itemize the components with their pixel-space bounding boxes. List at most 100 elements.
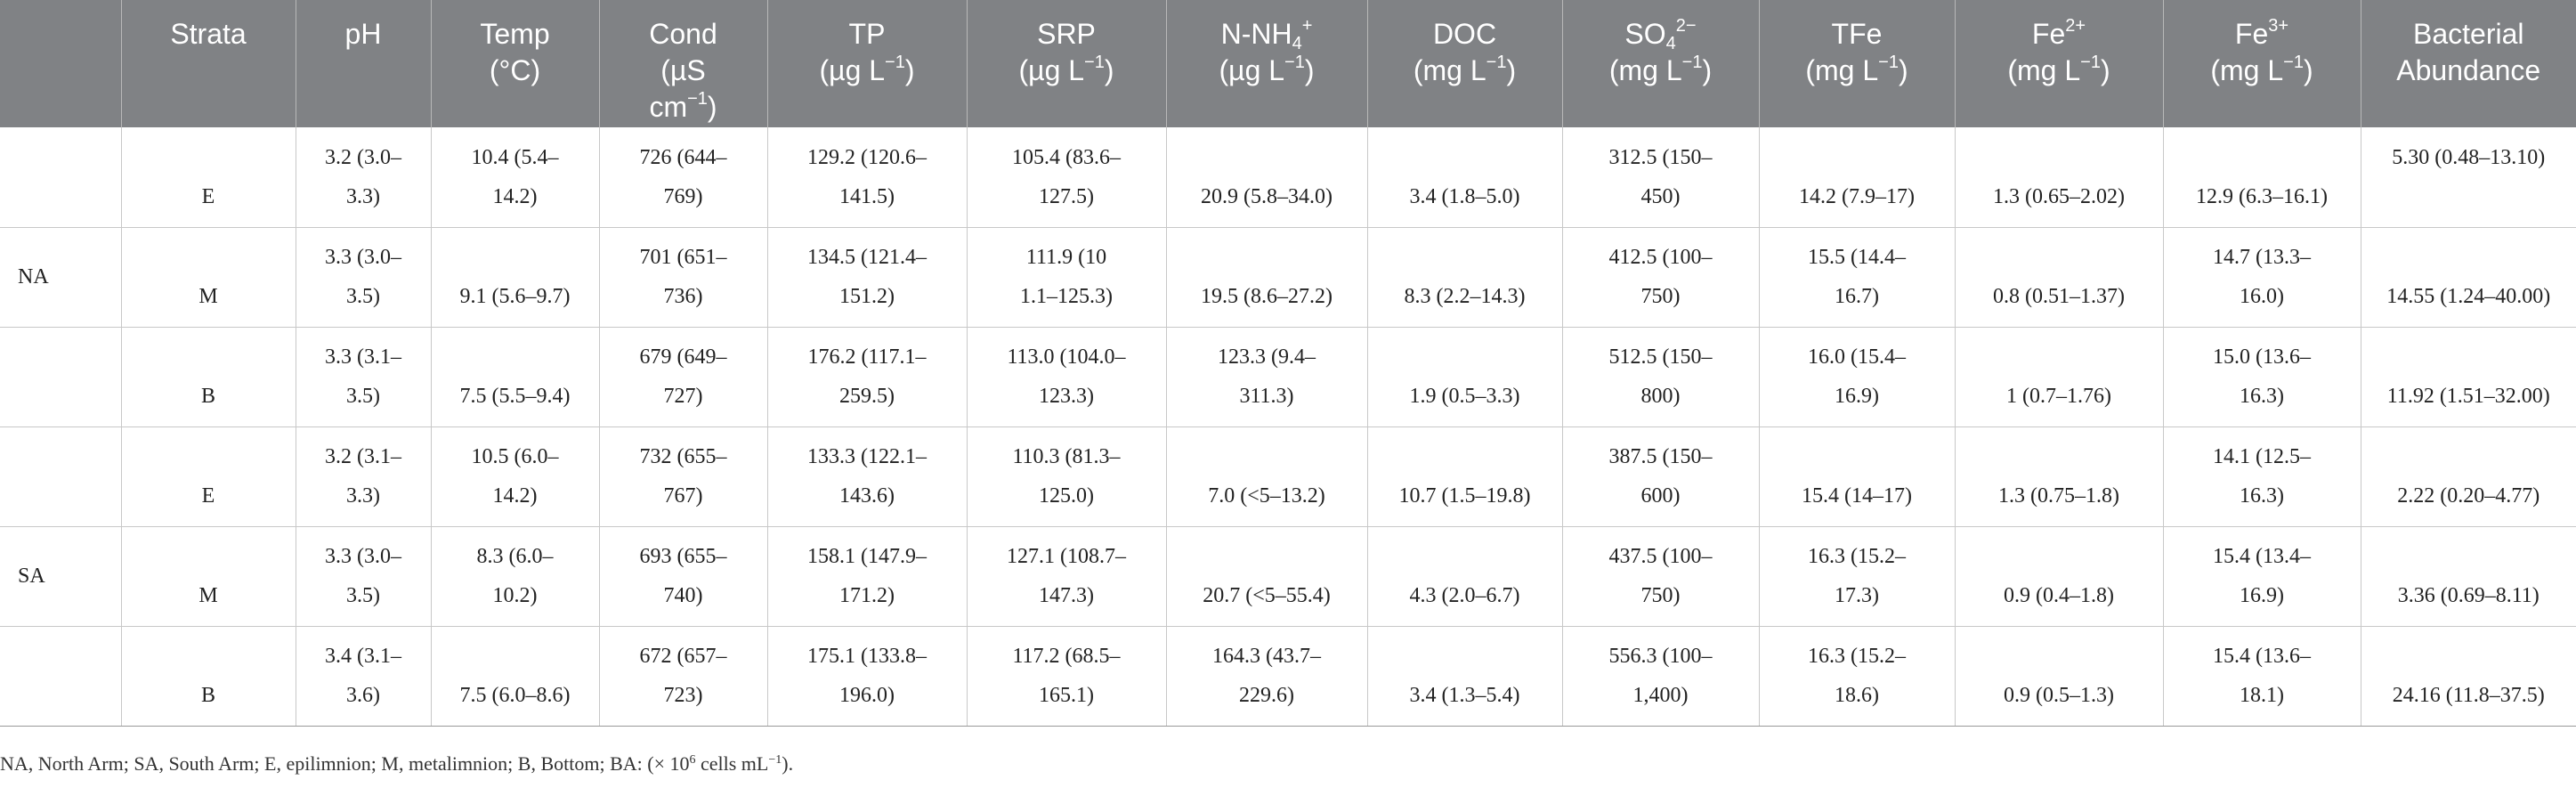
cell-line: 158.1 (147.9–	[807, 545, 927, 568]
cell-line	[1377, 637, 1553, 676]
cell-line: 0.8 (0.51–1.37)	[1993, 285, 2125, 308]
cell-line: 556.3 (100–	[1608, 645, 1713, 668]
cell-line: 0.9 (0.4–1.8)	[2004, 584, 2114, 607]
header-bacterial-abundance: Bacterial Abundance	[2361, 0, 2576, 127]
cell-line: 15.4 (14–17)	[1802, 484, 1912, 508]
cell-line	[1377, 138, 1553, 177]
cell-doc: 3.4 (1.8–5.0)	[1367, 127, 1563, 228]
cell-line: 2.22 (0.20–4.77)	[2397, 484, 2540, 508]
cell-cond: 672 (657– 723)	[599, 626, 768, 727]
cell-nh4: 19.5 (8.6–27.2)	[1166, 227, 1368, 328]
header-doc: DOC (mg L−1)	[1367, 0, 1563, 127]
cell-line: 176.2 (117.1–	[807, 345, 927, 369]
cell-line: 736)	[663, 285, 703, 308]
cell-line	[441, 238, 590, 277]
cell-nh4: 164.3 (43.7– 229.6)	[1166, 626, 1368, 727]
cell-srp: 127.1 (108.7– 147.3)	[967, 526, 1167, 627]
cell-fe2: 1.3 (0.75–1.8)	[1955, 426, 2164, 527]
cell-fe3: 14.1 (12.5– 16.3)	[2163, 426, 2361, 527]
cell-line: 750)	[1640, 584, 1681, 607]
cell-line: 123.3)	[1039, 385, 1094, 408]
cell-so4: 387.5 (150– 600)	[1562, 426, 1760, 527]
cell-cond: 701 (651– 736)	[599, 227, 768, 328]
cell-line: 7.0 (<5–13.2)	[1208, 484, 1325, 508]
cell-temp: 7.5 (5.5–9.4)	[431, 327, 600, 427]
cell-line: 3.6)	[346, 684, 380, 707]
cell-line: 20.7 (<5–55.4)	[1203, 584, 1331, 607]
cell-fe3: 15.0 (13.6– 16.3)	[2163, 327, 2361, 427]
cell-line: 512.5 (150–	[1608, 345, 1713, 369]
cell-line: 10.2)	[492, 584, 538, 607]
cell-ph: 3.3 (3.1– 3.5)	[296, 327, 432, 427]
cell-line	[1964, 138, 2154, 177]
table-body: E 3.2 (3.0– 3.3) 10.4 (5.4– 14.2) 726 (644– 76…	[0, 127, 2576, 727]
cell-line	[1377, 537, 1553, 576]
cell-line: 740)	[663, 584, 703, 607]
cell-line: 3.3)	[346, 184, 380, 208]
cell-ph: 3.2 (3.1– 3.3)	[296, 426, 432, 527]
cell-doc: 8.3 (2.2–14.3)	[1367, 227, 1563, 328]
cell-strata: B	[121, 626, 296, 727]
cell-line	[1964, 437, 2154, 476]
cell-line: 3.36 (0.69–8.11)	[2397, 584, 2540, 607]
cell-line	[1377, 437, 1553, 476]
cell-line: 3.3 (3.0–	[325, 246, 401, 269]
cell-nh4: 123.3 (9.4– 311.3)	[1166, 327, 1368, 427]
cell-srp: 105.4 (83.6– 127.5)	[967, 127, 1167, 228]
cell-line: 679 (649–	[639, 345, 727, 369]
cell-tp: 158.1 (147.9– 171.2)	[767, 526, 968, 627]
cell-nh4: 20.9 (5.8–34.0)	[1166, 127, 1368, 228]
cell-line: 701 (651–	[639, 246, 727, 269]
cell-line: 7.5 (5.5–9.4)	[459, 385, 571, 408]
header-tfe: TFe (mg L−1)	[1759, 0, 1956, 127]
cell-line: 9.1 (5.6–9.7)	[459, 285, 571, 308]
cell-line: 3.2 (3.0–	[325, 145, 401, 169]
cell-line: 16.3 (15.2–	[1808, 645, 1906, 668]
cell-bact: 11.92 (1.51–32.00)	[2361, 327, 2576, 427]
cell-strata: E	[121, 426, 296, 527]
cell-line: 10.4 (5.4–	[471, 145, 559, 169]
cell-line: 437.5 (100–	[1608, 545, 1713, 568]
cell-line: 750)	[1640, 285, 1681, 308]
cell-line: 16.3 (15.2–	[1808, 545, 1906, 568]
cell-line: 3.4 (1.8–5.0)	[1409, 184, 1520, 208]
cell-line: 3.3 (3.1–	[325, 345, 401, 369]
cell-site: NA	[0, 227, 122, 328]
cell-line: 412.5 (100–	[1608, 246, 1713, 269]
cell-so4: 437.5 (100– 750)	[1562, 526, 1760, 627]
cell-line: 143.6)	[839, 484, 895, 508]
cell-line: 3.5)	[346, 385, 380, 408]
header-fe2: Fe2+ (mg L−1)	[1955, 0, 2164, 127]
cell-line: 0.9 (0.5–1.3)	[2004, 684, 2114, 707]
cell-fe3: 12.9 (6.3–16.1)	[2163, 127, 2361, 228]
cell-line: 133.3 (122.1–	[807, 445, 927, 468]
cell-line: 15.5 (14.4–	[1808, 246, 1906, 269]
cell-srp: 111.9 (10 1.1–125.3)	[967, 227, 1167, 328]
cell-line: 165.1)	[1039, 684, 1094, 707]
table-row: SA M 3.3 (3.0– 3.5) 8.3 (6.0– 10.2) 693 (655– 7…	[0, 526, 2576, 627]
cell-line: 14.55 (1.24–40.00)	[2386, 285, 2551, 308]
cell-site	[0, 327, 122, 427]
cell-tp: 129.2 (120.6– 141.5)	[767, 127, 968, 228]
table-footnote: NA, North Arm; SA, South Arm; E, epilimn…	[0, 752, 794, 775]
cell-line: 450)	[1640, 184, 1681, 208]
cell-site: SA	[0, 526, 122, 627]
cell-strata: M	[121, 227, 296, 328]
cell-srp: 110.3 (81.3– 125.0)	[967, 426, 1167, 527]
cell-line: 123.3 (9.4–	[1218, 345, 1316, 369]
cell-line	[2370, 337, 2568, 377]
cell-line: 16.7)	[1835, 285, 1879, 308]
cell-fe2: 1.3 (0.65–2.02)	[1955, 127, 2164, 228]
cell-fe3: 15.4 (13.4– 16.9)	[2163, 526, 2361, 627]
cell-temp: 7.5 (6.0–8.6)	[431, 626, 600, 727]
cell-line: 111.9 (10	[1025, 246, 1107, 269]
cell-tp: 134.5 (121.4– 151.2)	[767, 227, 968, 328]
cell-line	[1964, 637, 2154, 676]
cell-line: 600)	[1640, 484, 1681, 508]
cell-line: 105.4 (83.6–	[1012, 145, 1121, 169]
cell-cond: 732 (655– 767)	[599, 426, 768, 527]
header-cond: Cond (µS cm−1)	[599, 0, 768, 127]
cell-line: 20.9 (5.8–34.0)	[1201, 184, 1333, 208]
cell-line: 15.4 (13.6–	[2213, 645, 2311, 668]
cell-line: 147.3)	[1039, 584, 1094, 607]
